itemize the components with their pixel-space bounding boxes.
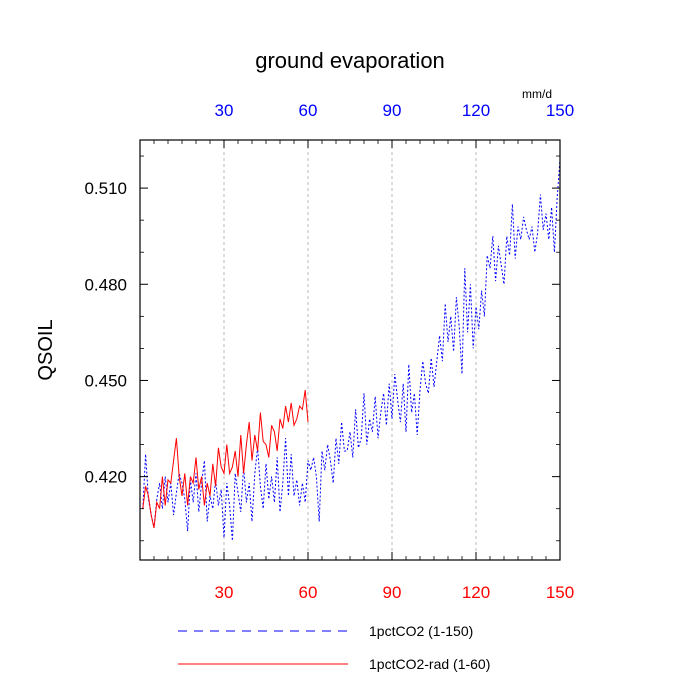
y-tick-label: 0.450	[84, 371, 127, 390]
legend-label-1: 1pctCO2 (1-150)	[369, 623, 473, 639]
y-tick-label: 0.480	[84, 275, 127, 294]
y-tick-label: 0.420	[84, 468, 127, 487]
x-tick-label-bottom: 120	[462, 583, 490, 602]
x-tick-label-top: 30	[215, 101, 234, 120]
x-tick-label-top: 90	[383, 101, 402, 120]
plot-series	[142, 159, 561, 541]
x-tick-label-bottom: 150	[546, 583, 574, 602]
legend: 1pctCO2 (1-150) 1pctCO2-rad (1-60)	[178, 623, 490, 672]
x-tick-label-top: 150	[546, 101, 574, 120]
top-axis-unit: mm/d	[522, 87, 552, 101]
chart-title: ground evaporation	[255, 48, 445, 73]
series-line-1	[142, 159, 561, 541]
x-tick-label-bottom: 90	[383, 583, 402, 602]
x-tick-label-top: 120	[462, 101, 490, 120]
y-axis-label: QSOIL	[35, 319, 57, 380]
grid-lines	[223, 140, 477, 560]
series-line-2	[142, 390, 309, 529]
legend-label-2: 1pctCO2-rad (1-60)	[369, 656, 490, 672]
x-tick-label-top: 60	[299, 101, 318, 120]
axis-ticks: 30 30 60 60 90 90 120 120 150 150 0.420 0.450 0.480 0…	[84, 101, 574, 602]
x-tick-label-bottom: 60	[299, 583, 318, 602]
y-tick-label: 0.510	[84, 179, 127, 198]
x-tick-label-bottom: 30	[215, 583, 234, 602]
